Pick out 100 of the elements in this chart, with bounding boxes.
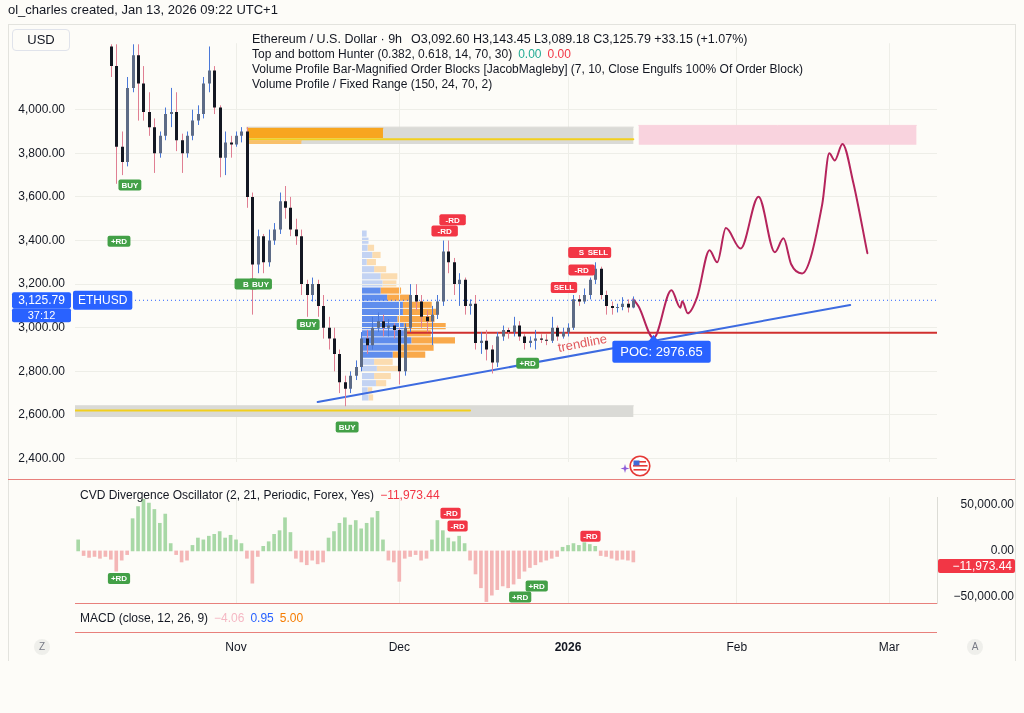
annotation: 0.00 <box>518 47 542 61</box>
bar <box>368 394 374 401</box>
text: A <box>967 639 983 655</box>
y-tick-label: 0.00 <box>990 543 1015 558</box>
candlestick <box>164 107 167 141</box>
candlestick <box>181 133 184 174</box>
bar <box>362 394 369 401</box>
bar <box>234 539 238 552</box>
candlestick <box>349 370 352 394</box>
y-tick-label: 4,000.00 <box>18 102 66 117</box>
bar <box>245 550 249 559</box>
bar <box>136 506 140 552</box>
bar <box>577 545 581 552</box>
candlestick <box>377 311 380 333</box>
bar <box>76 539 81 552</box>
candlestick <box>328 316 331 351</box>
candlestick <box>197 104 200 126</box>
candlestick <box>344 375 347 407</box>
candlestick <box>382 314 385 337</box>
annotation: Volume Profile / Fixed Range (150, 24, 70, 2) <box>250 77 495 92</box>
bar <box>615 550 619 561</box>
candlestick <box>366 329 369 355</box>
x-tick-label: 2026 <box>554 639 582 654</box>
candlestick <box>273 222 276 246</box>
candlestick <box>333 327 336 372</box>
y-tick-label: 3,800.00 <box>18 145 66 160</box>
candlestick <box>355 359 358 381</box>
candlestick <box>322 294 325 340</box>
text: MACD (close, 12, 26, 9) <box>80 611 209 625</box>
candlestick <box>191 109 194 141</box>
x-tick-label: Dec <box>388 639 410 654</box>
y-tick-label: −50,000.00 <box>953 589 1015 604</box>
text: ol_charles created, Jan 13, 2026 09:22 UTC+1 <box>8 2 278 18</box>
text: Z <box>34 639 50 655</box>
candlestick <box>371 316 374 351</box>
candlestick <box>224 131 227 176</box>
y-tick-label: 3,600.00 <box>18 189 66 204</box>
candlestick <box>589 277 592 300</box>
annotation: Volume Profile Bar-Magnified Order Blocks [JacobMagleby] (7, 10, Close Engulfs 100% Of Order Block) <box>250 62 805 77</box>
candlestick <box>458 272 461 307</box>
bar <box>528 550 532 568</box>
text: USD <box>12 29 70 51</box>
text: 37:12 <box>27 308 56 321</box>
text: −11,973.44 <box>952 558 1013 573</box>
chart-subtitle: O3,092.60 H3,143.45 L3,089.18 C3,125.79 +33.15 (+1.07%) <box>411 32 748 46</box>
candlestick <box>110 43 113 78</box>
candlestick <box>311 277 314 303</box>
annotation: Top and bottom Hunter (0.382, 0.618, 14, 70, 30) <box>252 47 513 61</box>
candlestick <box>186 131 189 159</box>
candlestick <box>513 316 516 337</box>
bar <box>517 550 521 579</box>
candlestick <box>208 45 211 93</box>
x-tick-label: Nov <box>225 639 247 654</box>
candlestick <box>436 294 439 320</box>
chart-title: Ethereum / U.S. Dollar · 9h <box>252 32 403 46</box>
bar <box>174 550 178 555</box>
bar <box>468 550 472 561</box>
candlestick <box>230 135 233 159</box>
x-tick-label: Mar <box>878 639 900 654</box>
x-tick-label: Feb <box>726 639 748 654</box>
text: 0.95 <box>250 611 274 625</box>
annotation: trendline <box>556 330 609 356</box>
bar <box>147 502 151 552</box>
candlestick <box>420 294 423 329</box>
candlestick <box>447 240 450 274</box>
bar <box>332 531 336 552</box>
candlestick <box>605 290 608 316</box>
candlestick <box>148 91 151 137</box>
y-tick-label: 2,800.00 <box>18 363 66 378</box>
candlestick <box>268 229 271 268</box>
bar <box>419 550 423 561</box>
candlestick <box>491 344 494 374</box>
ref-line-label: 3,125.79 <box>18 293 66 308</box>
candlestick <box>284 185 287 220</box>
bar <box>261 545 266 552</box>
y-tick-label: 2,400.00 <box>18 450 66 465</box>
bar <box>381 539 385 552</box>
y-tick-label: 3,200.00 <box>18 276 66 291</box>
candlestick <box>551 316 554 344</box>
candlestick <box>415 283 418 311</box>
y-tick-label: 50,000.00 <box>960 497 1015 512</box>
bar <box>321 550 325 563</box>
candlestick <box>289 196 292 237</box>
y-tick-label: 2,600.00 <box>18 407 66 422</box>
annotation: 0.00 <box>547 47 571 61</box>
candlestick <box>295 218 298 246</box>
bar <box>370 517 374 552</box>
bar <box>479 550 483 589</box>
bar <box>168 543 173 552</box>
candlestick <box>159 131 162 159</box>
bar <box>185 550 189 561</box>
annotation: POC: 2976.65 <box>620 343 703 359</box>
text: 5.00 <box>279 611 304 625</box>
candlestick <box>121 131 124 176</box>
bar <box>626 550 630 561</box>
bar <box>196 537 200 552</box>
candlestick <box>426 309 429 333</box>
bar <box>283 517 287 552</box>
text: −4.06 <box>214 611 245 625</box>
y-tick-label: 3,400.00 <box>18 232 66 247</box>
